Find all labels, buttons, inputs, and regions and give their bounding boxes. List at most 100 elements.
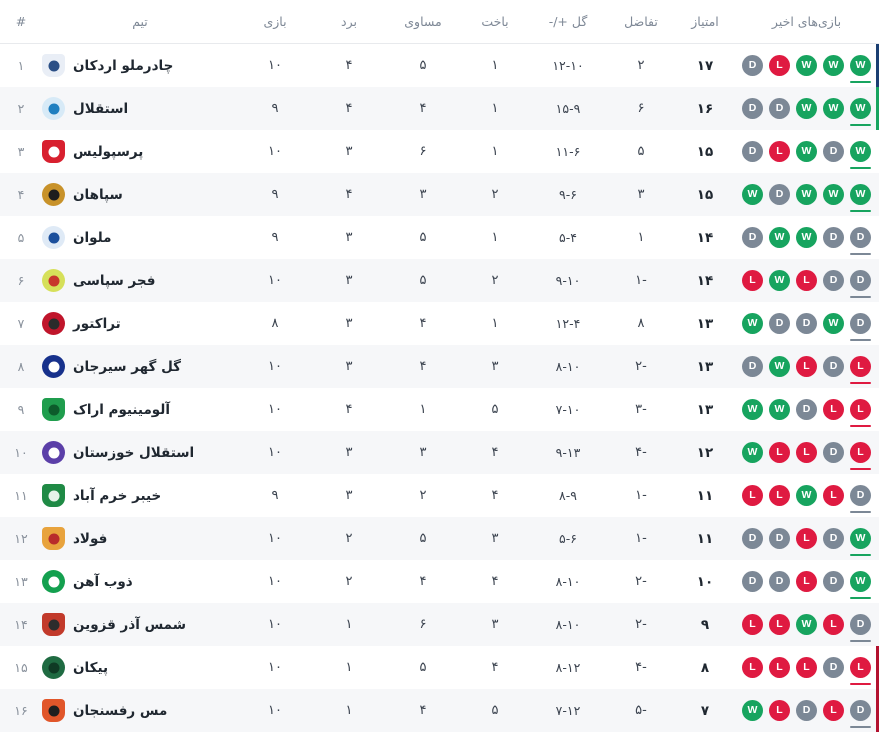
form-badge-w[interactable]: W [850,98,871,126]
form-badge-l[interactable]: L [796,270,817,291]
column-header-goals[interactable]: گل +/- [548,14,588,29]
form-badge-d[interactable]: D [823,141,844,162]
table-row[interactable]: ۶ فجر سپاسی ۱۰ ۳ ۵ ۲ ۹-۱۰ -۱ ۱۴ D D L W L [0,259,879,302]
form-badge-l[interactable]: L [769,700,790,721]
team-cell[interactable]: استقلال خوزستان [42,441,238,464]
form-badge-d[interactable]: D [769,528,790,549]
form-badge-d[interactable]: D [796,399,817,420]
form-badge-w[interactable]: W [769,356,790,377]
form-badge-d[interactable]: D [742,571,763,592]
form-badge-l[interactable]: L [769,485,790,506]
form-badge-d[interactable]: D [823,442,844,463]
form-badge-w[interactable]: W [769,227,790,248]
table-row[interactable]: ۱۱ خیبر خرم آباد ۹ ۳ ۲ ۴ ۸-۹ -۱ ۱۱ D L W L L [0,474,879,517]
form-badge-l[interactable]: L [796,528,817,549]
table-row[interactable]: ۱۴ شمس آذر قزوین ۱۰ ۱ ۶ ۳ ۸-۱۰ -۲ ۹ D L W L L [0,603,879,646]
form-badge-d[interactable]: D [769,571,790,592]
table-row[interactable]: ۱۶ مس رفسنجان ۱۰ ۱ ۴ ۵ ۷-۱۲ -۵ ۷ D L D L W [0,689,879,732]
table-row[interactable]: ۱۰ استقلال خوزستان ۱۰ ۳ ۳ ۴ ۹-۱۳ -۴ ۱۲ L D L L W [0,431,879,474]
team-cell[interactable]: فجر سپاسی [42,269,238,292]
form-badge-l[interactable]: L [742,657,763,678]
table-row[interactable]: ۵ ملوان ۹ ۳ ۵ ۱ ۵-۴ ۱ ۱۴ D D W W D [0,216,879,259]
form-badge-w[interactable]: W [850,571,871,599]
form-badge-d[interactable]: D [823,356,844,377]
team-cell[interactable]: استقلال [42,97,238,120]
form-badge-w[interactable]: W [769,399,790,420]
table-row[interactable]: ۴ سپاهان ۹ ۴ ۳ ۲ ۹-۶ ۳ ۱۵ W W W D W [0,173,879,216]
form-badge-l[interactable]: L [742,614,763,635]
form-badge-w[interactable]: W [850,55,871,83]
form-badge-d[interactable]: D [769,184,790,205]
form-badge-w[interactable]: W [823,98,844,119]
form-badge-w[interactable]: W [742,399,763,420]
form-badge-d[interactable]: D [850,700,871,728]
table-row[interactable]: ۱۵ پیکان ۱۰ ۱ ۵ ۴ ۸-۱۲ -۴ ۸ L D L L L [0,646,879,689]
form-badge-d[interactable]: D [796,313,817,334]
form-badge-d[interactable]: D [742,141,763,162]
form-badge-w[interactable]: W [769,270,790,291]
team-cell[interactable]: سپاهان [42,183,238,206]
team-cell[interactable]: ملوان [42,226,238,249]
form-badge-w[interactable]: W [823,55,844,76]
form-badge-w[interactable]: W [823,313,844,334]
form-badge-w[interactable]: W [742,442,763,463]
form-badge-d[interactable]: D [742,528,763,549]
form-badge-l[interactable]: L [823,399,844,420]
team-cell[interactable]: پیکان [42,656,238,679]
form-badge-d[interactable]: D [742,227,763,248]
form-badge-l[interactable]: L [796,442,817,463]
form-badge-w[interactable]: W [796,485,817,506]
form-badge-d[interactable]: D [742,55,763,76]
team-cell[interactable]: تراکتور [42,312,238,335]
form-badge-l[interactable]: L [850,356,871,384]
form-badge-w[interactable]: W [850,184,871,212]
form-badge-l[interactable]: L [823,614,844,635]
form-badge-w[interactable]: W [850,528,871,556]
table-row[interactable]: ۱ چادرملو اردکان ۱۰ ۴ ۵ ۱ ۱۲-۱۰ ۲ ۱۷ W W W L D [0,44,879,87]
form-badge-d[interactable]: D [796,700,817,721]
form-badge-l[interactable]: L [742,485,763,506]
form-badge-l[interactable]: L [796,356,817,377]
form-badge-l[interactable]: L [823,485,844,506]
column-header-team[interactable]: تیم [132,14,148,29]
form-badge-w[interactable]: W [742,313,763,334]
form-badge-d[interactable]: D [850,227,871,255]
form-badge-l[interactable]: L [850,657,871,685]
column-header-draw[interactable]: مساوی [404,14,442,29]
form-badge-l[interactable]: L [850,399,871,427]
team-cell[interactable]: آلومینیوم اراک [42,398,238,421]
form-badge-d[interactable]: D [823,657,844,678]
column-header-played[interactable]: بازی [263,14,287,29]
form-badge-l[interactable]: L [769,141,790,162]
form-badge-d[interactable]: D [823,270,844,291]
column-header-loss[interactable]: باخت [481,14,509,29]
table-row[interactable]: ۳ پرسپولیس ۱۰ ۳ ۶ ۱ ۱۱-۶ ۵ ۱۵ W D W L D [0,130,879,173]
form-badge-w[interactable]: W [823,184,844,205]
table-row[interactable]: ۹ آلومینیوم اراک ۱۰ ۴ ۱ ۵ ۷-۱۰ -۳ ۱۳ L L D W W [0,388,879,431]
team-cell[interactable]: پرسپولیس [42,140,238,163]
form-badge-w[interactable]: W [796,184,817,205]
form-badge-d[interactable]: D [742,98,763,119]
team-cell[interactable]: ذوب آهن [42,570,238,593]
team-cell[interactable]: فولاد [42,527,238,550]
form-badge-w[interactable]: W [742,184,763,205]
form-badge-l[interactable]: L [796,657,817,678]
form-badge-l[interactable]: L [850,442,871,470]
form-badge-w[interactable]: W [796,141,817,162]
team-cell[interactable]: مس رفسنجان [42,699,238,722]
form-badge-d[interactable]: D [769,313,790,334]
form-badge-l[interactable]: L [769,442,790,463]
form-badge-l[interactable]: L [769,614,790,635]
team-cell[interactable]: خیبر خرم آباد [42,484,238,507]
table-row[interactable]: ۷ تراکتور ۸ ۳ ۴ ۱ ۱۲-۴ ۸ ۱۳ D W D D W [0,302,879,345]
column-header-win[interactable]: برد [341,14,357,29]
table-row[interactable]: ۱۳ ذوب آهن ۱۰ ۲ ۴ ۴ ۸-۱۰ -۲ ۱۰ W D L D D [0,560,879,603]
form-badge-d[interactable]: D [850,313,871,341]
team-cell[interactable]: شمس آذر قزوین [42,613,238,636]
team-cell[interactable]: چادرملو اردکان [42,54,238,77]
column-header-points[interactable]: امتیاز [691,14,719,29]
form-badge-w[interactable]: W [742,700,763,721]
form-badge-w[interactable]: W [796,227,817,248]
form-badge-d[interactable]: D [742,356,763,377]
form-badge-l[interactable]: L [823,700,844,721]
